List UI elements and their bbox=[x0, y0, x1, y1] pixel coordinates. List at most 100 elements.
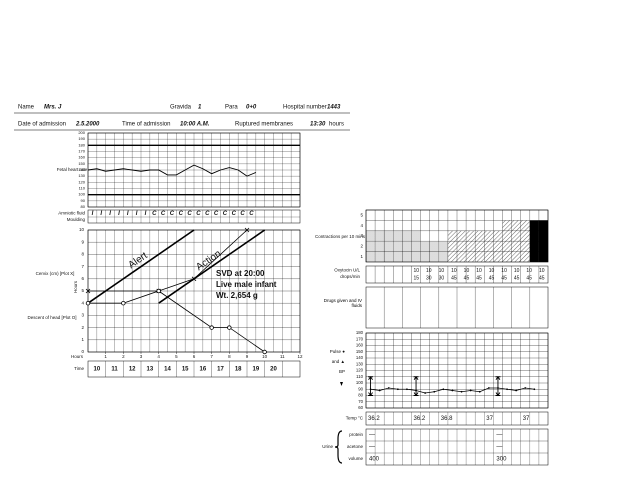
y-tick-label: 5 bbox=[81, 288, 84, 293]
y-tick-label: 110 bbox=[79, 186, 86, 191]
header-admission-time-label: Time of admission bbox=[122, 122, 170, 128]
x-tick-label: 8 bbox=[228, 354, 231, 359]
pulse-point bbox=[460, 390, 463, 393]
y-tick-label: 130 bbox=[78, 173, 85, 178]
oxytocin-units: 10 bbox=[539, 268, 545, 274]
header-ruptured-membranes: 13:30 bbox=[310, 122, 326, 128]
contraction-bar bbox=[484, 230, 494, 262]
y-tick-label: 100 bbox=[356, 380, 364, 385]
x-tick-label: 2 bbox=[122, 354, 125, 359]
x-axis-label: Hours bbox=[71, 354, 84, 359]
pulse-point bbox=[406, 388, 408, 391]
amniotic-label: Amniotic fluid bbox=[58, 211, 85, 216]
amniotic-fluid: I bbox=[118, 211, 120, 217]
oxytocin-units: 10 bbox=[426, 268, 432, 274]
y-tick-label: 190 bbox=[78, 136, 85, 141]
y-tick-label: 170 bbox=[356, 336, 364, 341]
y-tick-label: 100 bbox=[78, 192, 85, 197]
amniotic-fluid: C bbox=[232, 211, 237, 217]
descent-point bbox=[156, 288, 161, 294]
oxytocin-units: 10 bbox=[439, 268, 445, 274]
y-tick-label: 7 bbox=[81, 264, 84, 269]
x-tick-label: 9 bbox=[246, 354, 249, 359]
contraction-bar bbox=[393, 230, 403, 262]
y-tick-label: 2 bbox=[360, 244, 363, 249]
amniotic-fluid: C bbox=[240, 211, 245, 217]
time-value: 14 bbox=[164, 367, 171, 373]
y-tick-label: 110 bbox=[356, 374, 363, 379]
y-tick-label: 80 bbox=[358, 393, 363, 398]
pulse-point bbox=[469, 389, 472, 392]
drops-label: drops/min bbox=[340, 274, 360, 279]
cervix-point bbox=[85, 288, 91, 294]
amniotic-fluid: C bbox=[170, 211, 175, 217]
pulse-point bbox=[506, 388, 508, 391]
pulse-point bbox=[487, 387, 490, 389]
y-tick-label: 10 bbox=[79, 227, 85, 232]
y-tick-label: 120 bbox=[356, 368, 364, 373]
pulse-point bbox=[396, 388, 399, 391]
urine-protein: — bbox=[369, 433, 375, 439]
y-tick-label: 0 bbox=[81, 349, 84, 354]
amniotic-fluid: C bbox=[179, 211, 184, 217]
pulse-point bbox=[524, 387, 527, 389]
urine-acetone: — bbox=[496, 445, 502, 451]
pulse-point bbox=[442, 388, 445, 391]
time-value: 19 bbox=[252, 367, 259, 373]
temperature-label: Temp °C bbox=[346, 416, 364, 421]
y-tick-label: 4 bbox=[360, 223, 363, 228]
cervix-label: Cervix (cm) [Plot X] bbox=[36, 271, 75, 276]
pulse-point bbox=[424, 392, 427, 394]
annotation: Live male infant bbox=[216, 280, 277, 289]
y-tick-label: 180 bbox=[356, 330, 364, 335]
pulse-bp-label: Pulse ● bbox=[330, 349, 346, 354]
bp-arrow-icon bbox=[340, 382, 343, 386]
oxytocin-drops: 45 bbox=[514, 275, 520, 281]
y-tick-label: 140 bbox=[356, 355, 364, 360]
descent-point bbox=[121, 301, 126, 306]
urine-volume-label: volume bbox=[348, 456, 363, 461]
bp-arrow bbox=[368, 375, 374, 397]
y-tick-label: 150 bbox=[78, 161, 85, 166]
time-value: 17 bbox=[217, 367, 224, 373]
header-ruptured-membranes-label: Ruptured membranes bbox=[235, 122, 293, 128]
amniotic-fluid: C bbox=[152, 211, 157, 217]
x-tick-label: 10 bbox=[262, 354, 268, 359]
contraction-bar bbox=[466, 230, 476, 262]
amniotic-fluid: I bbox=[127, 211, 129, 217]
urine-volume: 300 bbox=[496, 457, 507, 463]
oxytocin-units: 10 bbox=[489, 268, 495, 274]
descent-point bbox=[85, 301, 91, 306]
header-para-label: Para bbox=[225, 105, 238, 111]
contractions-label: Contractions per 10 mins bbox=[315, 234, 366, 239]
amniotic-fluid: C bbox=[205, 211, 210, 217]
descent-point bbox=[209, 325, 214, 330]
temperature-value: 36.2 bbox=[414, 416, 426, 422]
series-line bbox=[88, 229, 248, 292]
header-name: Mrs. J bbox=[44, 105, 62, 111]
time-value: 16 bbox=[199, 367, 206, 373]
pulse-point bbox=[387, 387, 390, 389]
time-value: 12 bbox=[129, 367, 136, 373]
urine-label: Urine bbox=[322, 444, 333, 449]
contraction-bar bbox=[366, 230, 376, 262]
annotation: SVD at 20:00 bbox=[216, 269, 265, 278]
header-gravida: 1 bbox=[198, 105, 202, 111]
pulse-point bbox=[515, 389, 518, 392]
drugs-label-box: Drugs given and IV fluids bbox=[324, 298, 362, 308]
urine-acetone: — bbox=[369, 445, 375, 451]
temperature-value: 37 bbox=[523, 416, 530, 422]
y-tick-label: 160 bbox=[356, 343, 364, 348]
time-value: 10 bbox=[93, 367, 100, 373]
contraction-bar bbox=[493, 230, 503, 262]
y-tick-label: 160 bbox=[78, 155, 85, 160]
oxytocin-drops: 15 bbox=[413, 275, 419, 281]
y-tick-label: 150 bbox=[356, 349, 364, 354]
descent-label: Descent of head [Plot O] bbox=[27, 315, 76, 320]
descent-point bbox=[262, 349, 267, 355]
amniotic-fluid: C bbox=[214, 211, 219, 217]
time-value: 18 bbox=[235, 367, 242, 373]
time-value: 20 bbox=[270, 367, 277, 373]
oxytocin-drops: 45 bbox=[539, 275, 545, 281]
